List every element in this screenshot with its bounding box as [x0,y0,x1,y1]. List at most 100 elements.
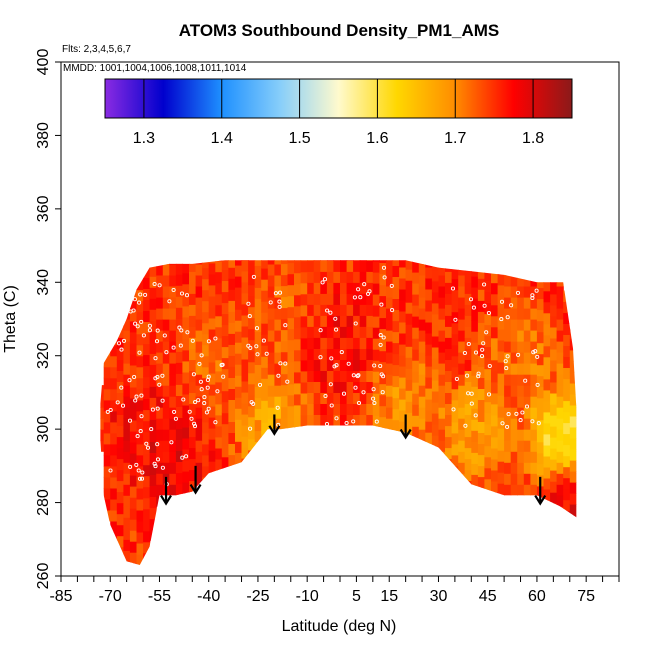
heat-cell [412,404,420,416]
heat-cell [431,413,440,425]
heat-cell [116,480,124,493]
heat-cell [412,272,420,284]
heat-cell [536,430,545,443]
heat-cell [143,376,151,389]
heat-cell [504,274,512,287]
heat-cell [346,337,354,349]
heat-cell [373,239,380,251]
heat-cell [497,273,505,286]
heat-cell [438,263,446,276]
heat-cell [228,289,236,301]
heat-cell [438,260,446,265]
sample-point [283,361,288,366]
sample-point [268,300,273,305]
heat-cell [569,349,577,362]
heat-cell [208,295,216,308]
heat-cell [517,308,525,320]
heat-cell [162,263,170,276]
sample-point [179,328,184,333]
heat-cell [523,297,531,309]
heat-cell [175,483,184,496]
heat-cell [267,263,275,276]
heat-cell [392,397,400,410]
sample-point [356,373,361,378]
heat-cell [320,337,328,349]
heat-cell [372,305,380,317]
heat-cell [418,263,426,276]
heat-cell [517,473,525,485]
heat-cell [116,535,124,548]
heat-cell [418,363,426,375]
heat-cell [300,392,308,405]
sample-point [276,373,281,378]
heat-cell [477,432,486,444]
heat-cell [399,355,407,367]
heat-cell [287,416,295,429]
heat-cell [458,263,466,276]
heat-cell [143,486,151,499]
heat-cell [280,417,289,430]
heat-cell [274,319,282,331]
heat-cell [267,341,275,353]
sample-point [356,400,362,406]
heat-cell [366,293,374,305]
heat-cell [313,293,321,305]
heat-cell [517,385,525,397]
heat-cell [491,491,499,504]
heat-cell [110,366,118,379]
heat-cell [143,552,151,565]
heat-cell [477,399,486,411]
heat-cell [320,403,328,415]
heat-cell [550,337,558,350]
heat-cell [458,429,466,441]
heat-cell [491,480,499,493]
sample-point [136,468,141,473]
sample-point [149,427,154,432]
x-axis-label: Latitude (deg N) [282,618,397,635]
heat-cell [294,327,302,340]
heat-cell [464,304,472,316]
heat-cell [517,263,525,276]
heat-cell [221,260,229,270]
heat-cell [491,348,499,361]
heat-cell [464,381,472,393]
heat-cell [228,454,236,467]
heat-cell [294,349,302,362]
heat-cell [340,271,348,283]
heat-cell [136,355,144,368]
heat-cell [458,341,466,353]
heat-cell [504,429,512,441]
heat-cell [412,349,420,361]
sample-point [379,372,384,377]
heat-cell [576,462,577,474]
heat-cell [510,451,518,463]
heat-cell [123,484,131,496]
heat-cell [116,315,124,327]
sample-point [530,295,535,301]
heat-cell [300,348,308,361]
heat-cell [517,319,525,331]
heat-cell [464,260,472,272]
heat-cell [235,364,243,376]
heat-cell [464,480,472,493]
heat-cell [550,348,558,361]
heat-cell [563,356,571,368]
heat-cell [110,498,118,511]
heat-cell [202,377,210,390]
heat-cell [208,306,216,319]
heat-cell [445,260,453,261]
heat-cell [123,517,131,529]
x-tick-label: -70 [99,588,122,605]
heat-cell [517,484,525,496]
sample-point [160,465,165,470]
heat-cell [477,410,486,422]
sample-point [108,468,113,473]
sample-point [374,419,379,424]
heat-cell [392,276,400,288]
heat-cell [254,309,262,321]
heat-cell [353,403,361,415]
sample-point [221,374,226,379]
heat-cell [340,348,348,360]
heat-cell [261,367,269,379]
sample-point [155,442,160,447]
